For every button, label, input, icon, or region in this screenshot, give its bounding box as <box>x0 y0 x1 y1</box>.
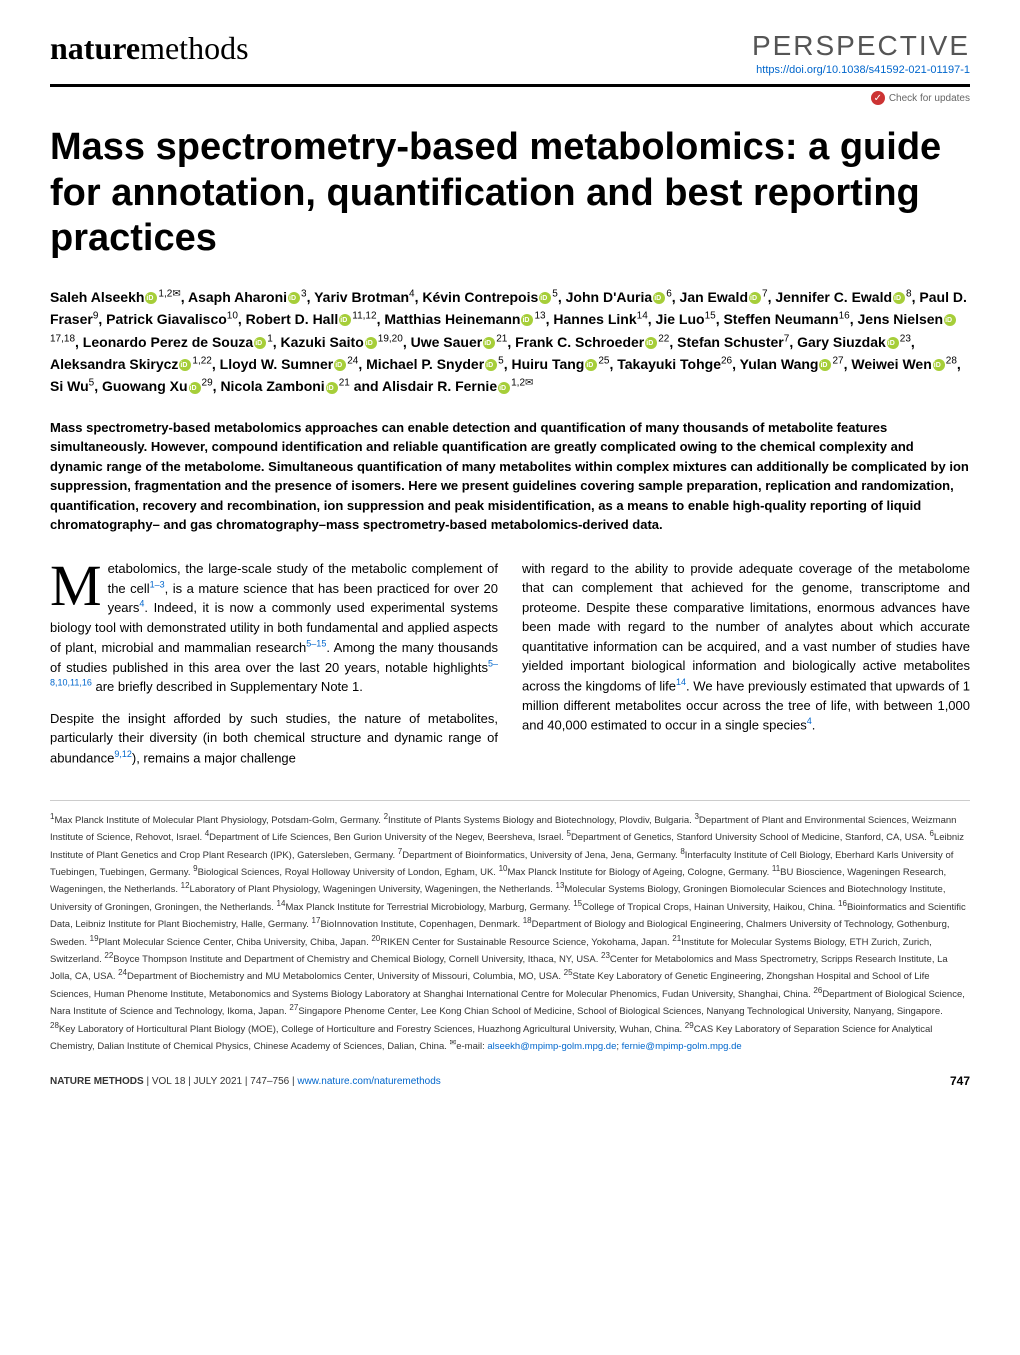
affiliations: 1Max Planck Institute of Molecular Plant… <box>50 800 970 1055</box>
page-header: naturemethods PERSPECTIVE https://doi.or… <box>50 30 970 87</box>
orcid-icon <box>944 314 956 326</box>
orcid-icon <box>288 292 300 304</box>
journal-name: naturemethods <box>50 30 249 67</box>
orcid-icon <box>521 314 533 326</box>
footer-left: NATURE METHODS | VOL 18 | JULY 2021 | 74… <box>50 1076 441 1087</box>
author-list: Saleh Alseekh1,2✉, Asaph Aharoni3, Yariv… <box>50 286 970 398</box>
body-p1: Metabolomics, the large-scale study of t… <box>50 559 498 697</box>
footer-journal: NATURE METHODS <box>50 1076 144 1087</box>
article-title: Mass spectrometry-based metabolomics: a … <box>50 125 970 262</box>
body-text: Metabolomics, the large-scale study of t… <box>50 559 970 780</box>
orcid-icon <box>585 359 597 371</box>
abstract: Mass spectrometry-based metabolomics app… <box>50 418 970 535</box>
orcid-icon <box>189 382 201 394</box>
dropcap: M <box>50 559 108 609</box>
orcid-icon <box>498 382 510 394</box>
orcid-icon <box>254 337 266 349</box>
body-column-right: with regard to the ability to provide ad… <box>522 559 970 780</box>
orcid-icon <box>334 359 346 371</box>
doi-link[interactable]: https://doi.org/10.1038/s41592-021-01197… <box>752 64 970 76</box>
orcid-icon <box>933 359 945 371</box>
orcid-icon <box>485 359 497 371</box>
orcid-icon <box>645 337 657 349</box>
orcid-icon <box>887 337 899 349</box>
article-type: PERSPECTIVE <box>752 30 970 62</box>
orcid-icon <box>179 359 191 371</box>
orcid-icon <box>145 292 157 304</box>
body-column-left: Metabolomics, the large-scale study of t… <box>50 559 498 780</box>
orcid-icon <box>326 382 338 394</box>
page-footer: NATURE METHODS | VOL 18 | JULY 2021 | 74… <box>50 1074 970 1088</box>
body-p2: Despite the insight afforded by such stu… <box>50 709 498 768</box>
footer-link[interactable]: www.nature.com/naturemethods <box>297 1076 440 1087</box>
orcid-icon <box>653 292 665 304</box>
orcid-icon <box>339 314 351 326</box>
check-updates[interactable]: ✓ Check for updates <box>50 91 970 105</box>
journal-bold: nature <box>50 30 140 66</box>
orcid-icon <box>749 292 761 304</box>
journal-light: methods <box>140 30 248 66</box>
orcid-icon <box>365 337 377 349</box>
body-p3: with regard to the ability to provide ad… <box>522 559 970 735</box>
article-type-box: PERSPECTIVE https://doi.org/10.1038/s415… <box>752 30 970 76</box>
check-updates-label: Check for updates <box>889 93 970 104</box>
orcid-icon <box>483 337 495 349</box>
orcid-icon <box>893 292 905 304</box>
footer-info: | VOL 18 | JULY 2021 | 747–756 | <box>144 1076 298 1087</box>
orcid-icon <box>539 292 551 304</box>
orcid-icon <box>819 359 831 371</box>
check-updates-icon: ✓ <box>871 91 885 105</box>
page-number: 747 <box>950 1074 970 1088</box>
